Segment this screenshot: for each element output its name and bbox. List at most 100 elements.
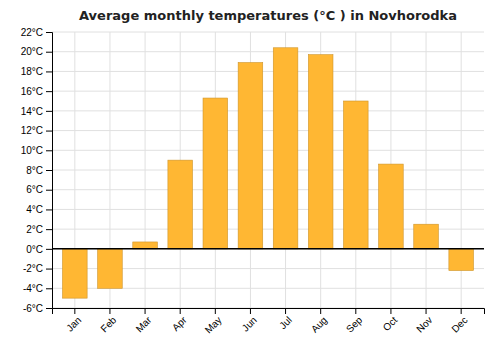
grid-line <box>52 91 484 92</box>
tick-label: Feb <box>98 314 118 334</box>
tick-mark <box>46 71 52 72</box>
title: Average monthly temperatures (°C ) in No… <box>79 8 457 23</box>
tick: 2°C <box>26 224 52 235</box>
tick-label: 20°C <box>21 46 43 57</box>
tick-label: 16°C <box>21 86 43 97</box>
tick: Dec <box>449 308 469 335</box>
grid-line <box>52 110 484 111</box>
tick: May <box>203 308 224 336</box>
tick-mark <box>215 308 216 314</box>
bar <box>449 249 474 271</box>
tick: Jan <box>64 308 83 334</box>
bar <box>273 48 298 249</box>
tick: 18°C <box>21 66 52 77</box>
y-axis: -6°C -4°C -2°C 0°C 2°C 4°C 6°C 8°C 10°C 12°C 14°C 1… <box>21 27 53 314</box>
tick-mark <box>250 308 251 314</box>
grid-line <box>52 130 484 131</box>
bar <box>414 224 439 249</box>
tick-label: 2°C <box>26 224 43 235</box>
tick-label: -4°C <box>23 283 43 294</box>
x-axis: JanFebMarAprMayJunJulAugSepOctNovDec <box>53 308 485 336</box>
tick-label: 22°C <box>21 27 43 38</box>
chart: Average monthly temperatures (°C ) in No… <box>0 0 500 350</box>
tick-mark <box>46 190 52 191</box>
bars <box>52 48 484 298</box>
tick-label: 6°C <box>26 184 43 195</box>
tick-label: 12°C <box>21 125 43 136</box>
tick: Sep <box>344 308 365 335</box>
tick: -2°C <box>23 263 52 274</box>
tick-label: Jan <box>64 314 83 333</box>
tick: -6°C <box>23 303 52 314</box>
tick-mark <box>285 308 286 314</box>
tick-label: Apr <box>170 314 189 333</box>
bar <box>379 164 404 249</box>
tick-label: Dec <box>449 314 469 334</box>
grid-line <box>426 32 427 308</box>
tick-label: 14°C <box>21 106 43 117</box>
tick-mark <box>46 269 52 270</box>
tick: Jun <box>240 308 259 334</box>
tick: 0°C <box>26 244 52 255</box>
grid-line <box>52 170 484 171</box>
tick-mark <box>46 111 52 112</box>
tick: 16°C <box>21 86 52 97</box>
tick: 8°C <box>26 165 52 176</box>
tick-label: Jun <box>240 314 259 333</box>
tick-mark <box>46 32 52 33</box>
axis-line <box>53 309 485 315</box>
tick-label: 8°C <box>26 165 43 176</box>
tick: Oct <box>381 308 400 333</box>
tick: 6°C <box>26 184 52 195</box>
tick: Apr <box>170 308 189 333</box>
bar <box>133 242 158 249</box>
tick-mark <box>461 308 462 314</box>
tick-mark <box>46 249 52 250</box>
tick: 4°C <box>26 204 52 215</box>
bar <box>98 249 123 288</box>
tick: 12°C <box>21 125 52 136</box>
tick-mark <box>390 308 391 314</box>
plot: -6°C -4°C -2°C 0°C 2°C 4°C 6°C 8°C 10°C 12°C 14°C 1… <box>21 27 485 336</box>
bar <box>308 55 333 249</box>
tick-label: 10°C <box>21 145 43 156</box>
grid-line <box>52 71 484 72</box>
tick-mark <box>320 308 321 314</box>
tick-mark <box>74 308 75 314</box>
bar <box>168 160 193 249</box>
tick-mark <box>46 52 52 53</box>
tick-label: Mar <box>134 314 154 334</box>
tick-mark <box>46 209 52 210</box>
bar <box>344 101 369 249</box>
tick: Mar <box>134 308 154 334</box>
tick-label: -6°C <box>23 303 43 314</box>
tick-label: Oct <box>381 314 400 333</box>
tick-label: Aug <box>309 314 329 334</box>
tick-mark <box>46 229 52 230</box>
tick: Feb <box>98 308 118 334</box>
tick-mark <box>180 308 181 314</box>
tick-mark <box>46 308 52 309</box>
bar <box>238 63 263 249</box>
tick-mark <box>46 288 52 289</box>
tick: 14°C <box>21 106 52 117</box>
tick-label: Sep <box>344 314 365 335</box>
bar <box>203 98 228 249</box>
grid-line <box>52 150 484 151</box>
grid-line <box>52 248 484 249</box>
tick-mark <box>426 308 427 314</box>
tick-mark <box>355 308 356 314</box>
tick: 22°C <box>21 27 52 38</box>
tick-mark <box>46 150 52 151</box>
bar <box>63 249 88 298</box>
tick-mark <box>46 91 52 92</box>
tick: -4°C <box>23 283 52 294</box>
tick: Jul <box>277 308 294 331</box>
tick: 20°C <box>21 46 52 57</box>
grid-line <box>52 209 484 210</box>
tick-mark <box>145 308 146 314</box>
tick-mark <box>46 131 52 132</box>
tick-label: Jul <box>277 314 294 331</box>
axis-line <box>46 33 53 309</box>
grid-line <box>52 189 484 190</box>
